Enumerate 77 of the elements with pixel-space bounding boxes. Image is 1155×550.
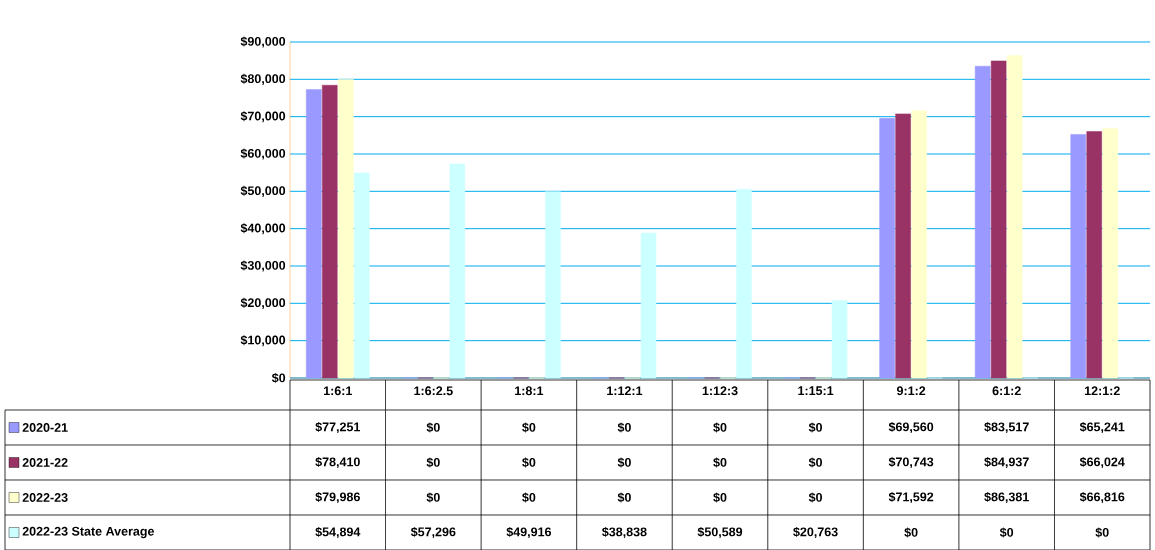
x-tick-label: 9:1:2 — [896, 386, 926, 396]
data-label: $0 — [617, 422, 631, 433]
data-label: $0 — [426, 457, 440, 468]
bar — [879, 117, 895, 379]
data-label: $0 — [1095, 527, 1109, 538]
data-label: $49,916 — [506, 526, 552, 538]
data-label: $79,986 — [315, 491, 360, 503]
x-tick-label: 1:12:1 — [607, 386, 643, 395]
bar — [1102, 128, 1118, 379]
data-label: $69,560 — [888, 421, 934, 433]
data-label: $0 — [522, 422, 536, 433]
y-tick-label: $40,000 — [240, 222, 286, 235]
x-tick-label: 6:1:2 — [992, 386, 1021, 396]
data-label: $57,296 — [410, 526, 456, 538]
bar — [974, 65, 991, 379]
data-label: $0 — [904, 527, 918, 538]
y-tick-label: $30,000 — [240, 260, 286, 272]
data-label: $0 — [713, 457, 727, 468]
legend-label: 2020-21 — [22, 422, 68, 432]
bar — [831, 300, 848, 379]
bar — [1086, 131, 1102, 379]
bar — [545, 191, 561, 379]
y-tick-label: $50,000 — [240, 185, 286, 197]
y-tick-label: $10,000 — [240, 334, 286, 347]
data-label: $0 — [522, 457, 536, 468]
data-label: $0 — [713, 422, 727, 433]
data-label: $65,241 — [1079, 421, 1125, 433]
data-label: $0 — [426, 422, 440, 433]
x-tick-label: 1:12:3 — [702, 386, 738, 396]
legend-label: 2021-22 — [22, 457, 68, 467]
x-tick-label: 1:8:1 — [515, 386, 544, 396]
y-tick-label: $60,000 — [240, 148, 286, 160]
data-label: $0 — [808, 457, 822, 468]
data-label: $77,251 — [315, 421, 361, 433]
bar — [911, 110, 927, 379]
y-tick-label: $0 — [271, 372, 286, 383]
y-tick-label: $70,000 — [240, 110, 286, 123]
data-label: $50,589 — [697, 526, 743, 538]
data-label: $54,894 — [315, 526, 361, 538]
data-label: $0 — [617, 492, 631, 503]
bar — [322, 84, 338, 379]
bar — [354, 172, 370, 379]
bar — [990, 60, 1007, 379]
data-label: $20,763 — [793, 526, 838, 538]
data-label: $0 — [713, 492, 727, 503]
y-tick-label: $90,000 — [240, 36, 286, 48]
x-tick-label: 1:6:2.5 — [414, 386, 453, 396]
data-label: $66,816 — [1079, 491, 1125, 503]
x-tick-label: 1:6:1 — [323, 386, 353, 396]
legend-label: 2022-23 — [22, 492, 68, 502]
data-label: $70,743 — [888, 456, 934, 468]
bar — [895, 113, 911, 379]
bar — [736, 188, 752, 379]
x-tick-label: 1:15:1 — [798, 386, 834, 395]
data-label: $78,410 — [315, 456, 360, 468]
legend-label: 2022-23 State Average — [22, 526, 155, 538]
bar — [640, 232, 657, 379]
bar — [1006, 55, 1023, 379]
y-tick-label: $80,000 — [240, 73, 286, 85]
data-label: $0 — [808, 492, 822, 503]
data-label: $0 — [617, 457, 631, 468]
data-label: $0 — [808, 422, 822, 433]
bar — [306, 89, 322, 379]
data-label: $71,592 — [888, 491, 934, 503]
bar — [1070, 133, 1086, 379]
data-label: $0 — [999, 527, 1014, 538]
data-label: $66,024 — [1079, 456, 1125, 468]
x-tick-label: 12:1:2 — [1084, 386, 1120, 395]
data-label: $83,517 — [984, 421, 1029, 433]
data-label: $0 — [426, 492, 440, 503]
data-label: $84,937 — [984, 456, 1029, 468]
bar — [338, 78, 354, 379]
data-label: $0 — [522, 492, 536, 503]
bar — [449, 163, 466, 379]
data-label: $86,381 — [984, 491, 1029, 503]
data-label: $38,838 — [602, 526, 647, 538]
y-tick-label: $20,000 — [240, 297, 286, 309]
